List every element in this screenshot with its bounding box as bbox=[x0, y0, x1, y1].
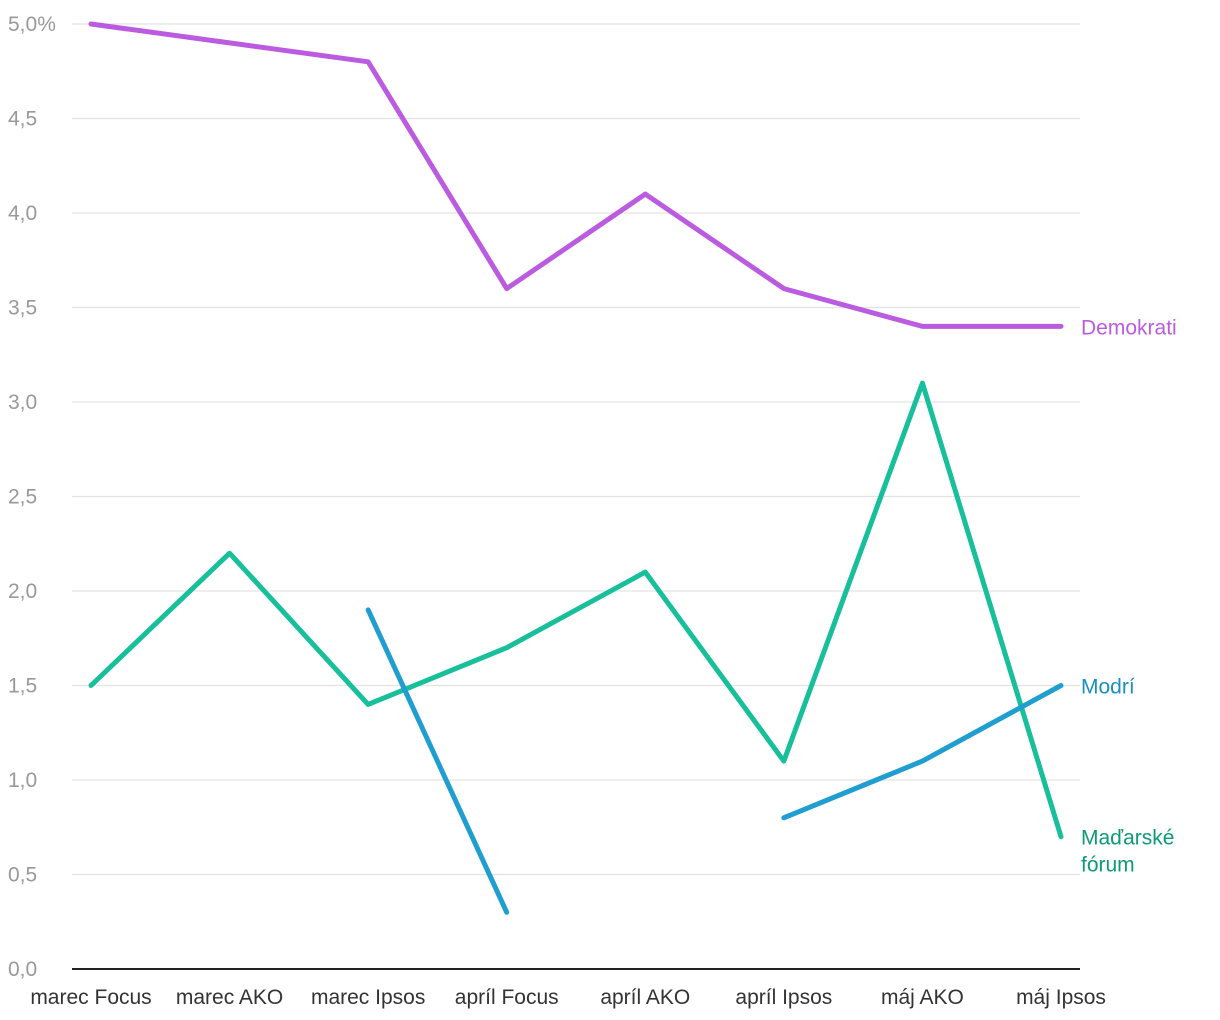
y-tick-label: 0,5 bbox=[8, 864, 37, 887]
series-label-line: fórum bbox=[1081, 854, 1135, 877]
series-end-label: Modrí bbox=[1081, 676, 1135, 699]
x-tick-label: máj AKO bbox=[881, 986, 964, 1009]
x-tick-label: apríl AKO bbox=[600, 986, 690, 1009]
series-label-line: Modrí bbox=[1081, 676, 1135, 699]
x-tick-label: apríl Focus bbox=[455, 986, 559, 1009]
y-tick-label: 4,0 bbox=[8, 202, 37, 225]
series-end-label: Maďarské fórum bbox=[1081, 827, 1174, 877]
y-tick-label: 1,0 bbox=[8, 769, 37, 792]
series-line bbox=[88, 21, 1064, 329]
y-tick-label: 4,5 bbox=[8, 108, 37, 131]
series-label-line: Maďarské bbox=[1081, 827, 1174, 850]
x-tick-label: marec AKO bbox=[176, 986, 283, 1009]
x-tick-label: marec Focus bbox=[30, 986, 151, 1009]
series-labels: Demokrati Maďarské fórum Modrí bbox=[1081, 316, 1177, 876]
y-tick-label: 5,0% bbox=[8, 13, 56, 36]
series-end-label: Demokrati bbox=[1081, 316, 1177, 339]
y-tick-label: 0,0 bbox=[8, 958, 37, 981]
x-tick-label: apríl Ipsos bbox=[735, 986, 832, 1009]
x-tick-label: marec Ipsos bbox=[311, 986, 425, 1009]
y-tick-label: 3,0 bbox=[8, 391, 37, 414]
series-line bbox=[781, 683, 1064, 821]
x-axis-tick-labels: marec Focus marec AKO marec Ipsos apríl Foc… bbox=[30, 986, 1106, 1009]
series-line bbox=[88, 380, 1064, 840]
y-tick-label: 2,0 bbox=[8, 580, 37, 603]
y-tick-label: 3,5 bbox=[8, 297, 37, 320]
y-axis-tick-labels: 0,0 0,5 1,0 1,5 2,0 2,5 3,0 3,5 4,0 4,5 5,0% bbox=[8, 13, 56, 981]
x-tick-label: máj Ipsos bbox=[1016, 986, 1106, 1009]
y-tick-label: 1,5 bbox=[8, 675, 37, 698]
series-lines bbox=[88, 21, 1064, 915]
gridlines bbox=[72, 23, 1080, 876]
y-tick-label: 2,5 bbox=[8, 486, 37, 509]
series-label-line: Demokrati bbox=[1081, 316, 1177, 339]
series-line bbox=[365, 607, 510, 915]
